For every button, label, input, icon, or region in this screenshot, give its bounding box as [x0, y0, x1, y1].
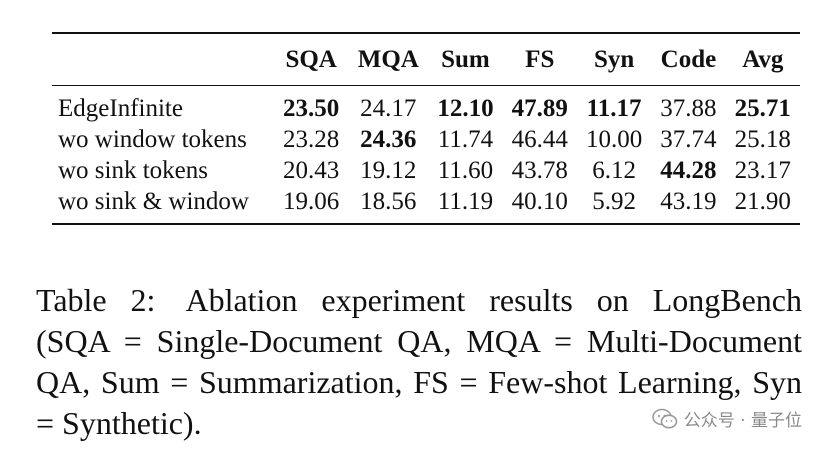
cell-fs: 47.89	[511, 95, 568, 122]
table-row: wo window tokens 23.28 24.36 11.74 46.44…	[52, 124, 800, 155]
cell-syn: 11.17	[586, 95, 642, 122]
caption-text: Ablation experiment results on LongBench…	[36, 282, 803, 441]
cell-code: 44.28	[660, 157, 717, 184]
table-body: EdgeInfinite 23.50 24.17 12.10 47.89 11.…	[52, 86, 800, 224]
cell-fs: 43.78	[511, 157, 568, 184]
header-method	[52, 33, 274, 86]
table-row: wo sink tokens 20.43 19.12 11.60 43.78 6…	[52, 155, 800, 186]
header-fs: FS	[525, 46, 555, 73]
cell-mqa: 24.17	[360, 95, 417, 122]
cell-code: 37.74	[660, 126, 717, 153]
cell-mqa: 24.36	[360, 126, 417, 153]
cell-sum: 11.60	[437, 157, 494, 184]
cell-sum: 11.19	[437, 188, 494, 215]
header-syn: Syn	[593, 46, 635, 73]
cell-code: 43.19	[660, 188, 717, 215]
row-method: wo window tokens	[58, 126, 247, 153]
watermark-text: 公众号 · 量子位	[683, 411, 802, 431]
table-row: EdgeInfinite 23.50 24.17 12.10 47.89 11.…	[52, 86, 800, 125]
caption-label: Table 2:	[36, 282, 156, 318]
row-method: wo sink & window	[58, 188, 249, 215]
cell-avg: 21.90	[734, 188, 791, 215]
ablation-results-table: SQA MQA Sum FS Syn Code Avg EdgeInfinite…	[52, 32, 800, 225]
cell-code: 37.88	[660, 95, 717, 122]
cell-sum: 12.10	[437, 95, 494, 122]
cell-mqa: 18.56	[360, 188, 417, 215]
header-mqa: MQA	[357, 46, 419, 73]
row-method: EdgeInfinite	[58, 95, 183, 122]
cell-mqa: 19.12	[360, 157, 417, 184]
header-avg: Avg	[742, 46, 784, 73]
cell-sqa: 19.06	[283, 188, 340, 215]
cell-fs: 46.44	[511, 126, 568, 153]
cell-avg: 25.71	[734, 95, 791, 122]
cell-sqa: 23.28	[283, 126, 340, 153]
cell-syn: 6.12	[592, 157, 636, 184]
cell-sqa: 23.50	[283, 95, 340, 122]
header-sqa: SQA	[285, 46, 337, 73]
results-table-container: SQA MQA Sum FS Syn Code Avg EdgeInfinite…	[52, 32, 800, 225]
cell-fs: 40.10	[511, 188, 568, 215]
wechat-logo-icon	[651, 408, 678, 428]
table-caption: Table 2: Ablation experiment results on L…	[36, 280, 802, 444]
cell-syn: 5.92	[592, 188, 636, 215]
cell-sqa: 20.43	[283, 157, 340, 184]
watermark: 公众号 · 量子位	[651, 406, 802, 431]
row-method: wo sink tokens	[58, 157, 208, 184]
cell-avg: 25.18	[734, 126, 791, 153]
header-sum: Sum	[441, 46, 490, 73]
header-code: Code	[660, 46, 717, 73]
cell-syn: 10.00	[585, 126, 643, 153]
table-header-row: SQA MQA Sum FS Syn Code Avg	[52, 33, 800, 86]
table-row: wo sink & window 19.06 18.56 11.19 40.10…	[52, 186, 800, 224]
cell-sum: 11.74	[437, 126, 494, 153]
cell-avg: 23.17	[734, 157, 791, 184]
